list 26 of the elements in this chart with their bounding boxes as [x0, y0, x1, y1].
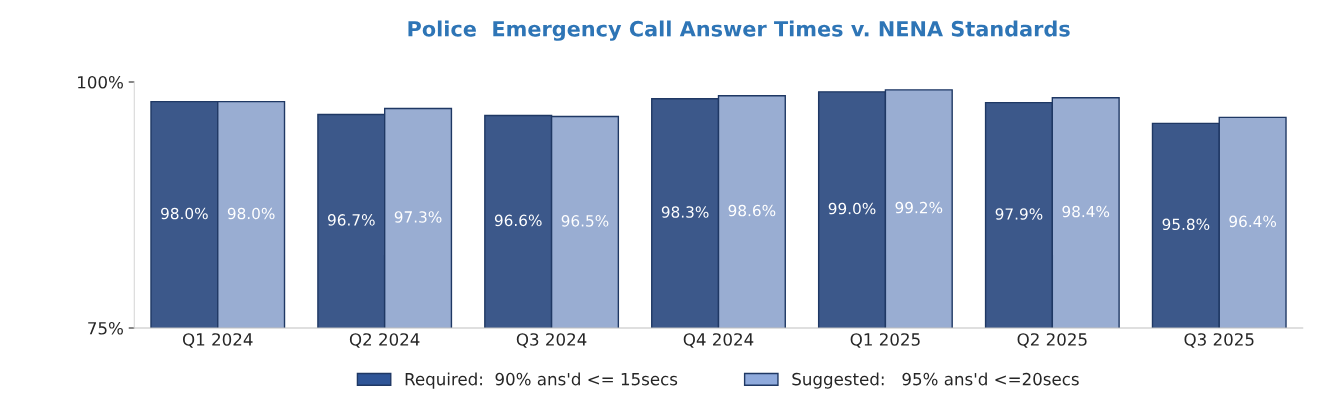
x-tick-label: Q3 2025 [1184, 333, 1254, 348]
data-label: 97.9% [995, 208, 1043, 220]
data-label: 96.6% [494, 214, 542, 227]
x-tick-label: Q3 2024 [516, 333, 587, 348]
data-label: 96.5% [561, 215, 609, 227]
x-tick-label: Q2 2024 [349, 333, 420, 348]
data-label: 97.3% [394, 211, 442, 223]
y-tick-label: 75% [88, 321, 123, 335]
data-label: 95.8% [1162, 218, 1210, 231]
data-label: 98.4% [1062, 205, 1110, 218]
data-label: 98.0% [227, 207, 275, 220]
x-tick-label: Q4 2024 [683, 333, 754, 348]
data-label: 99.0% [828, 202, 876, 215]
y-tick-label: 100% [78, 75, 123, 89]
data-label: 99.2% [895, 201, 943, 214]
x-tick-label: Q2 2025 [1017, 333, 1087, 348]
legend-label: Required: 90% ans'd <= 15secs [405, 372, 678, 389]
data-label: 98.3% [661, 206, 709, 218]
chart-title: Police Emergency Call Answer Times v. NENA Standards [408, 20, 1070, 41]
data-label: 96.4% [1229, 215, 1277, 228]
data-label: 98.0% [161, 207, 208, 220]
legend-label: Suggested: 95% ans'd <=20secs [792, 372, 1079, 389]
x-tick-label: Q1 2024 [182, 333, 253, 348]
data-label: 98.6% [728, 204, 776, 217]
data-label: 96.7% [327, 214, 375, 226]
x-tick-label: Q1 2025 [850, 333, 920, 348]
